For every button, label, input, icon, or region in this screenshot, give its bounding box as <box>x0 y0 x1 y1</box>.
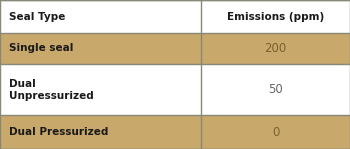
Text: Seal Type: Seal Type <box>9 11 65 22</box>
Text: Dual Pressurized: Dual Pressurized <box>9 127 108 137</box>
Text: 0: 0 <box>272 126 279 139</box>
Bar <box>0 115 201 149</box>
Text: Emissions (ppm): Emissions (ppm) <box>227 11 324 22</box>
Text: Dual
Unpressurized: Dual Unpressurized <box>9 79 93 101</box>
Bar <box>201 115 350 149</box>
Bar <box>0 33 201 64</box>
Text: 50: 50 <box>268 83 283 96</box>
Bar <box>201 33 350 64</box>
Bar <box>0 64 201 115</box>
Bar <box>201 64 350 115</box>
Bar <box>0 0 201 33</box>
Bar <box>201 0 350 33</box>
Text: 200: 200 <box>265 42 287 55</box>
Text: Single seal: Single seal <box>9 43 73 53</box>
